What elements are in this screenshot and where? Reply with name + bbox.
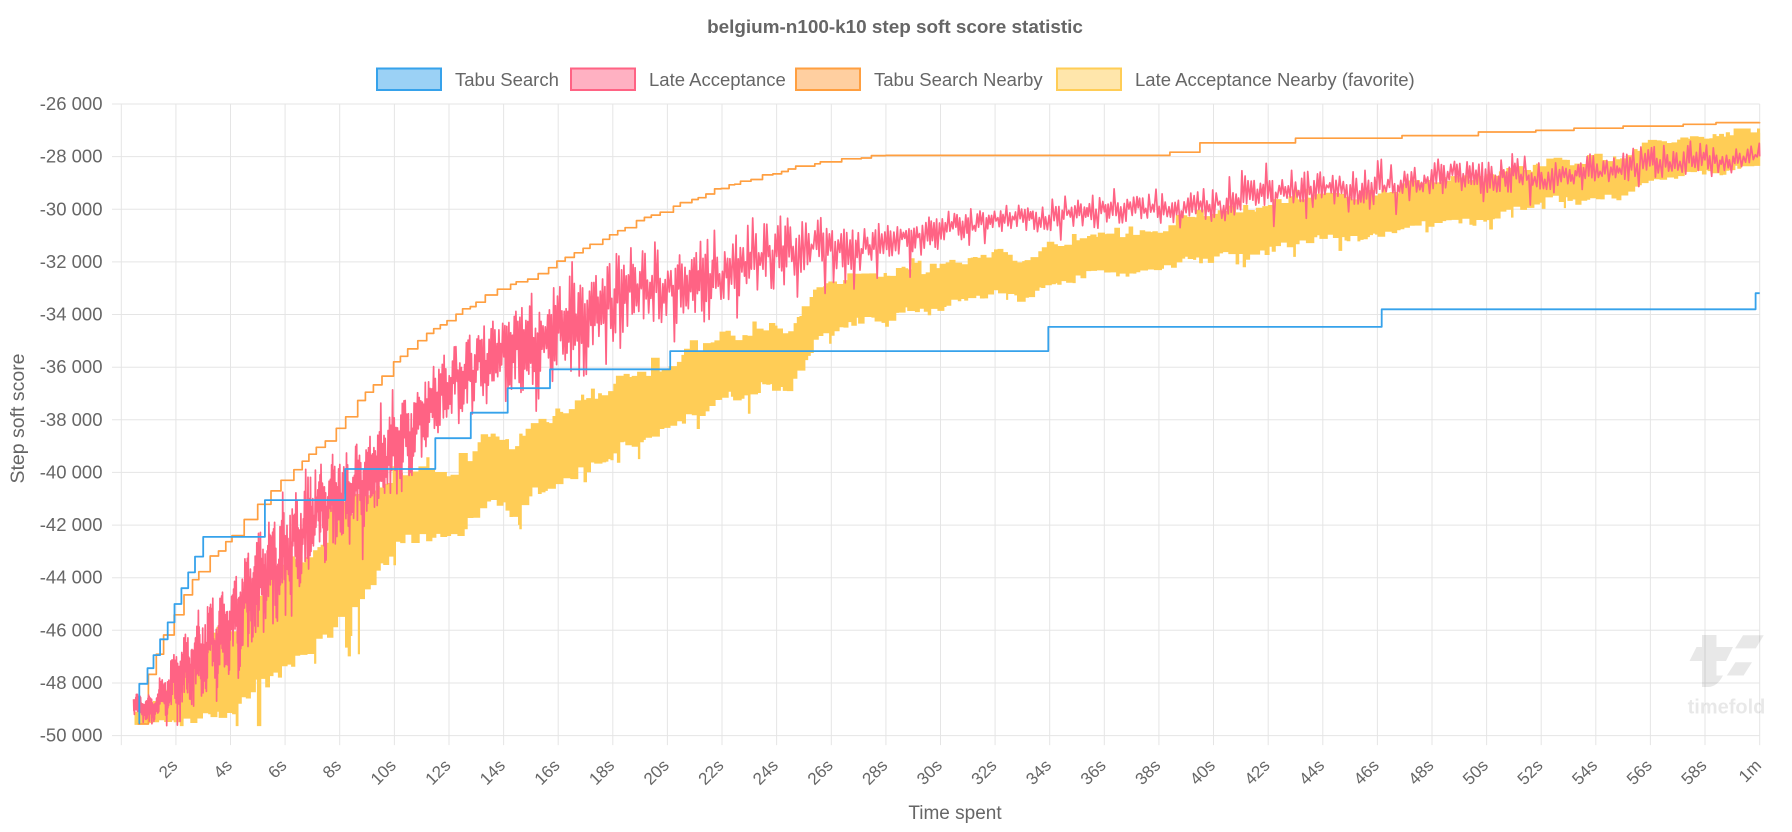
svg-text:-38 000: -38 000 bbox=[40, 409, 103, 430]
svg-text:-44 000: -44 000 bbox=[40, 567, 103, 588]
svg-text:timefold: timefold bbox=[1688, 697, 1766, 719]
svg-text:-32 000: -32 000 bbox=[40, 251, 103, 272]
svg-text:-34 000: -34 000 bbox=[40, 304, 103, 325]
svg-text:-46 000: -46 000 bbox=[40, 619, 103, 640]
svg-text:Tabu Search Nearby: Tabu Search Nearby bbox=[874, 69, 1043, 90]
svg-text:-36 000: -36 000 bbox=[40, 356, 103, 377]
svg-text:belgium-n100-k10 step soft sco: belgium-n100-k10 step soft score statist… bbox=[707, 17, 1083, 38]
svg-text:Late Acceptance: Late Acceptance bbox=[649, 69, 786, 90]
svg-text:Late Acceptance Nearby (favori: Late Acceptance Nearby (favorite) bbox=[1135, 69, 1415, 90]
svg-text:Time spent: Time spent bbox=[908, 803, 1002, 824]
svg-text:-26 000: -26 000 bbox=[40, 93, 103, 114]
svg-text:-42 000: -42 000 bbox=[40, 514, 103, 535]
svg-text:Step soft score: Step soft score bbox=[7, 353, 29, 483]
svg-text:-40 000: -40 000 bbox=[40, 461, 103, 482]
svg-text:-50 000: -50 000 bbox=[40, 725, 103, 746]
svg-text:-48 000: -48 000 bbox=[40, 672, 103, 693]
svg-text:Tabu Search: Tabu Search bbox=[455, 69, 559, 90]
svg-text:-30 000: -30 000 bbox=[40, 198, 103, 219]
svg-text:-28 000: -28 000 bbox=[40, 146, 103, 167]
